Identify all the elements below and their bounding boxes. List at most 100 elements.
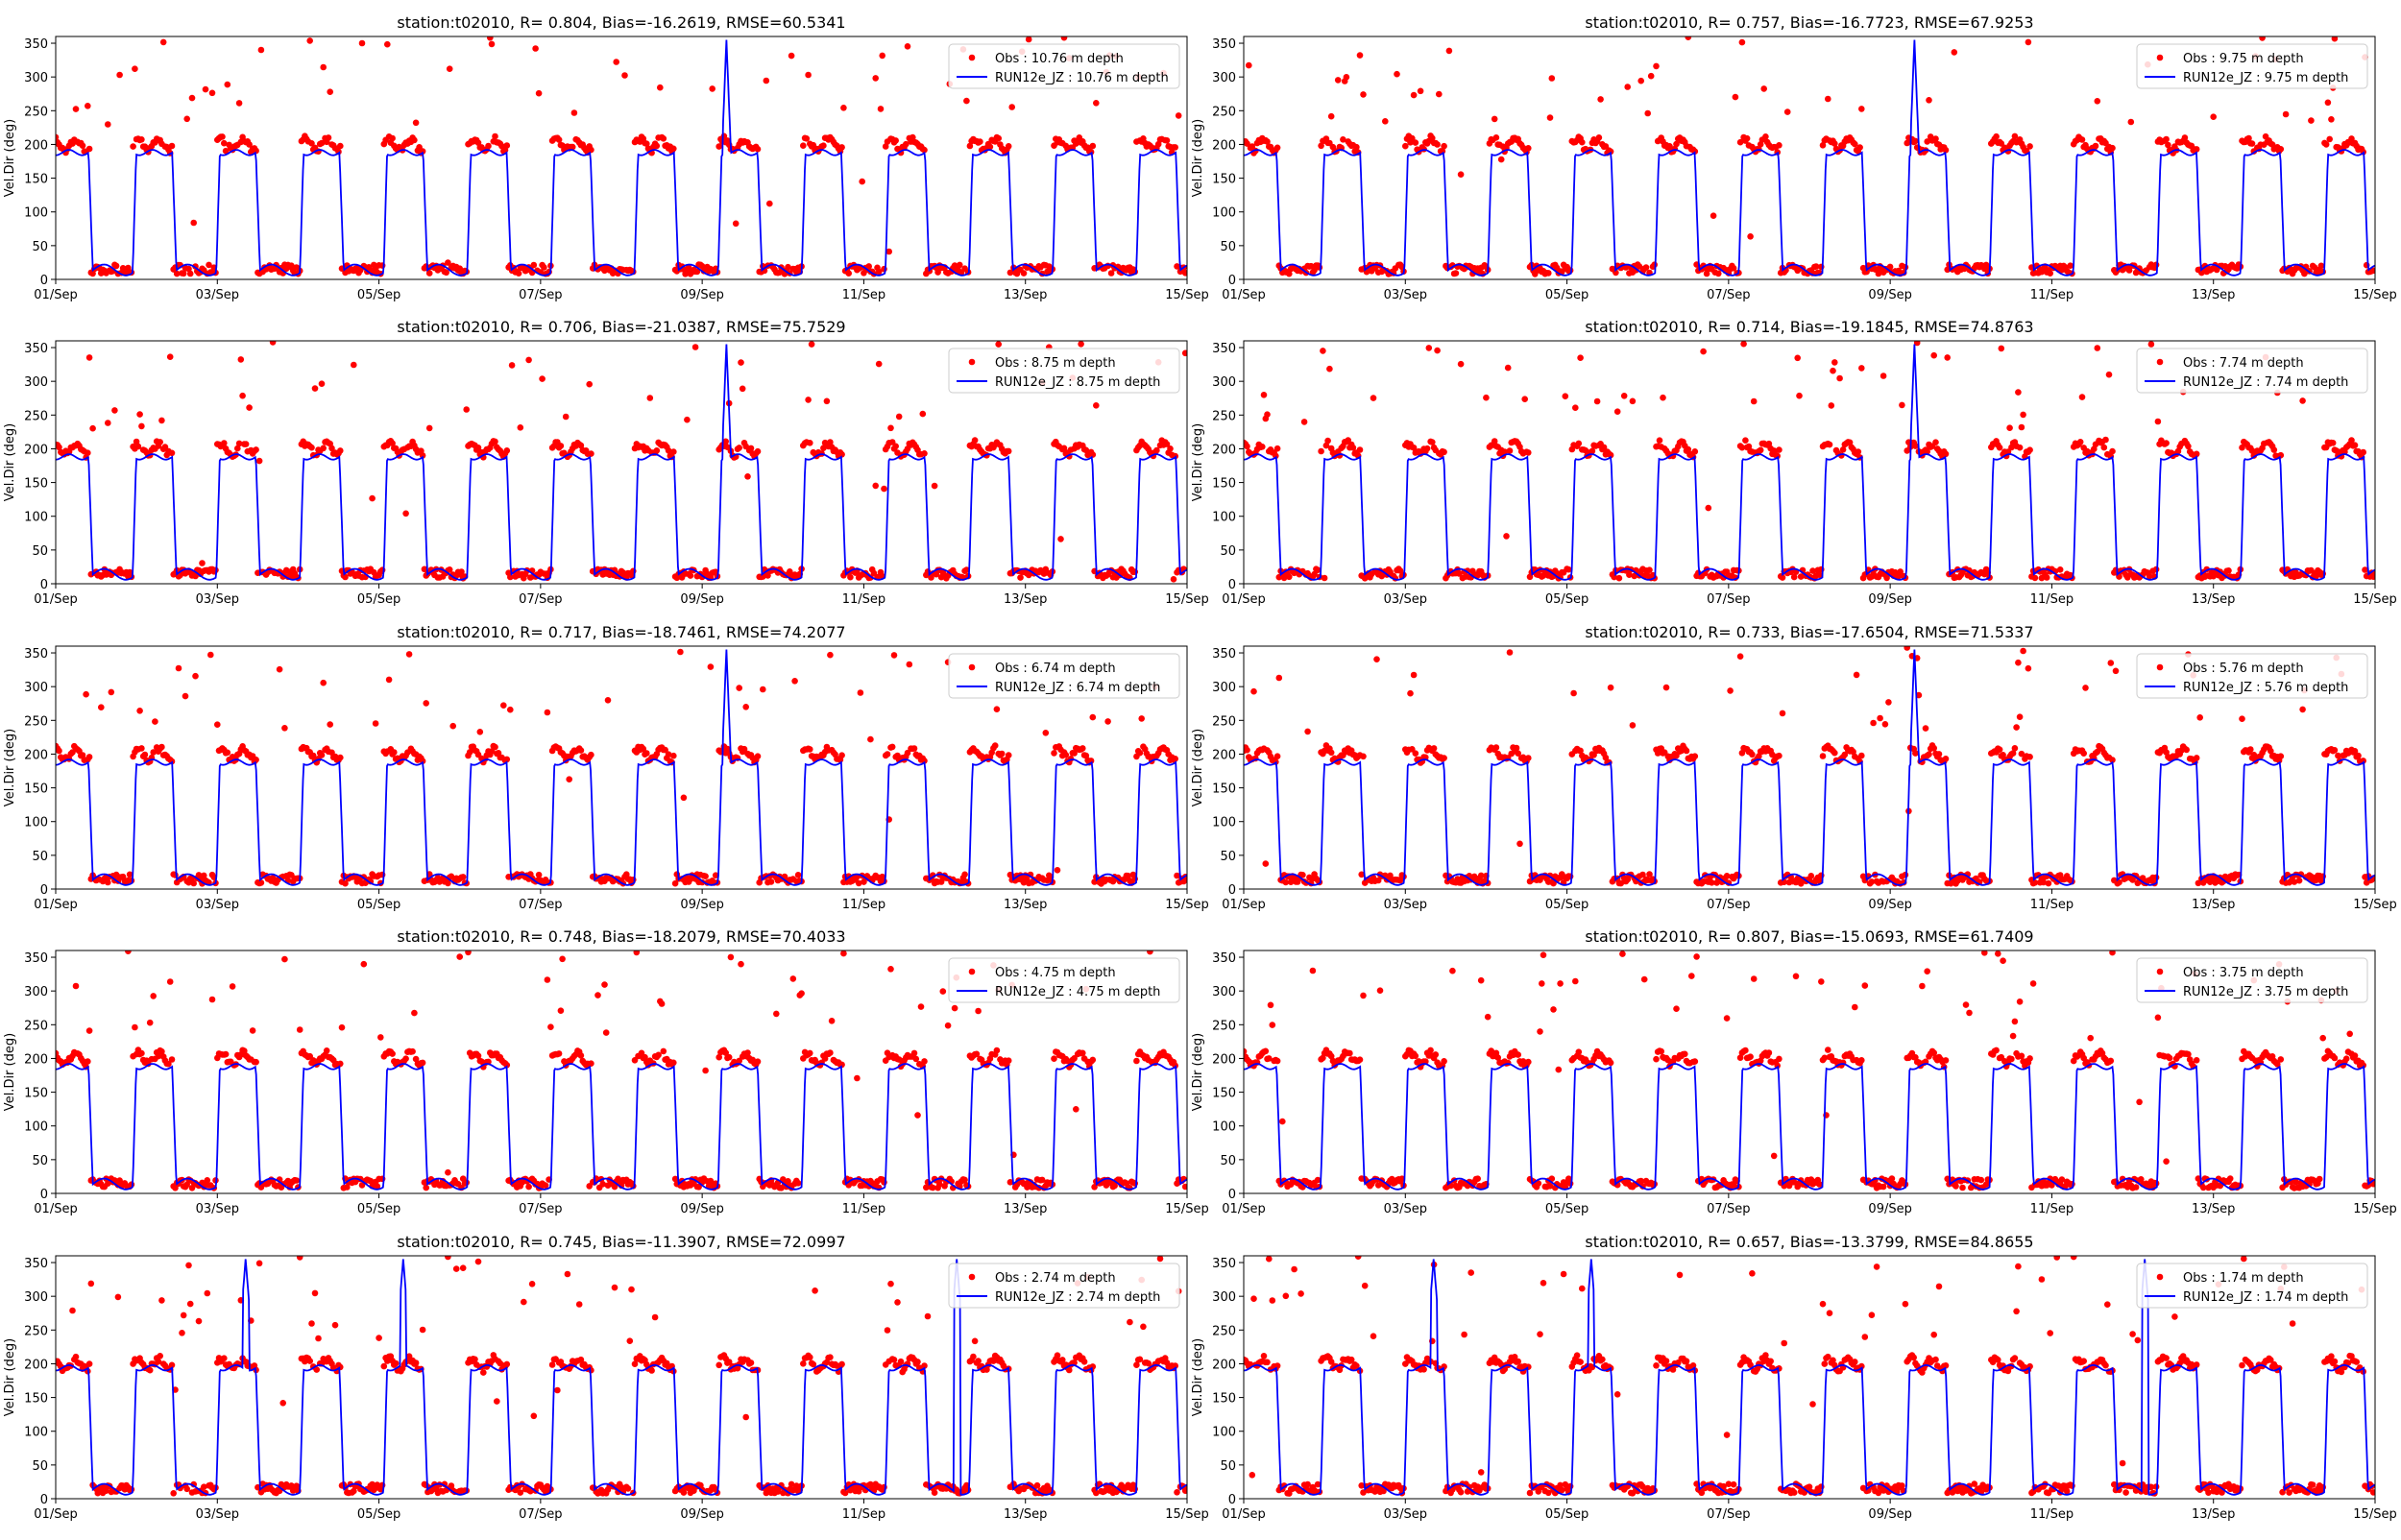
obs-point: [2080, 750, 2087, 757]
obs-point: [1521, 396, 1528, 402]
obs-point: [221, 440, 228, 446]
obs-point: [308, 445, 315, 451]
y-tick-label: 200: [24, 138, 48, 153]
obs-point: [755, 146, 762, 153]
obs-point: [2196, 714, 2203, 721]
obs-point: [411, 1010, 418, 1017]
obs-point: [1429, 439, 1436, 445]
obs-point: [896, 414, 903, 421]
obs-point: [223, 1051, 230, 1058]
x-tick-label: 07/Sep: [519, 288, 562, 302]
obs-point: [1923, 725, 1929, 732]
legend-model-label: RUN12e_JZ : 5.76 m depth: [2183, 681, 2348, 695]
obs-point: [1572, 404, 1579, 411]
obs-point: [932, 483, 938, 490]
obs-point: [297, 1026, 303, 1033]
obs-point: [891, 652, 898, 659]
obs-point: [755, 753, 762, 759]
obs-point: [2109, 448, 2116, 455]
obs-point: [657, 84, 664, 91]
x-tick-label: 05/Sep: [1545, 592, 1589, 607]
obs-point: [136, 411, 143, 418]
obs-point: [1357, 446, 1364, 453]
y-tick-label: 350: [1212, 647, 1236, 662]
x-tick-label: 01/Sep: [34, 898, 77, 912]
obs-point: [744, 1049, 751, 1056]
obs-point: [89, 425, 96, 432]
obs-point: [647, 395, 654, 401]
obs-point: [975, 1008, 982, 1015]
obs-point: [2109, 145, 2116, 152]
obs-point: [1079, 1050, 1086, 1057]
obs-point: [1344, 74, 1350, 81]
obs-point: [847, 574, 854, 581]
obs-point: [2210, 113, 2217, 120]
obs-point: [1453, 270, 1460, 277]
obs-point: [913, 1056, 920, 1063]
obs-point: [881, 486, 887, 493]
x-tick-label: 13/Sep: [2192, 592, 2235, 607]
obs-point: [138, 136, 145, 143]
y-tick-label: 350: [24, 342, 48, 356]
obs-point: [766, 201, 773, 207]
obs-point: [86, 1027, 93, 1034]
obs-point: [1147, 949, 1153, 955]
obs-point: [1784, 108, 1791, 115]
obs-point: [2044, 574, 2050, 581]
y-axis-label: Vel.Dir (deg): [1191, 119, 1205, 197]
obs-point: [1904, 644, 1910, 651]
y-tick-label: 100: [1212, 511, 1236, 525]
obs-point: [1758, 447, 1764, 454]
subplot-1: station:t02010, R= 0.804, Bias=-16.2619,…: [3, 13, 1209, 302]
legend-obs-label: Obs : 9.75 m depth: [2183, 52, 2304, 66]
x-tick-label: 01/Sep: [34, 592, 77, 607]
x-tick-label: 01/Sep: [34, 288, 77, 302]
obs-point: [740, 386, 746, 393]
obs-point: [406, 651, 413, 658]
obs-point: [138, 745, 145, 752]
obs-point: [373, 720, 379, 727]
obs-point: [320, 680, 327, 686]
y-tick-label: 350: [1212, 342, 1236, 356]
obs-point: [1858, 753, 1865, 759]
obs-point: [1827, 442, 1833, 448]
obs-point: [1700, 349, 1707, 355]
obs-point: [1762, 133, 1769, 140]
subplot-6: station:t02010, R= 0.733, Bias=-17.6504,…: [1191, 623, 2397, 912]
obs-point: [911, 745, 918, 752]
x-tick-label: 15/Sep: [2353, 898, 2396, 912]
obs-point: [2296, 878, 2303, 884]
obs-point: [1413, 139, 1419, 146]
obs-point: [807, 746, 813, 753]
obs-point: [326, 134, 332, 141]
obs-point: [807, 440, 813, 446]
obs-point: [539, 375, 546, 382]
x-tick-label: 09/Sep: [1868, 592, 1911, 607]
x-tick-label: 09/Sep: [1868, 288, 1911, 302]
obs-point: [659, 1000, 666, 1007]
obs-point: [2026, 143, 2033, 150]
obs-point: [2026, 754, 2033, 760]
obs-point: [509, 362, 516, 369]
obs-point: [1090, 1057, 1097, 1064]
x-tick-label: 03/Sep: [196, 592, 239, 607]
obs-point: [2247, 746, 2254, 753]
obs-point: [525, 357, 532, 364]
obs-point: [253, 1059, 259, 1066]
obs-point: [320, 445, 327, 452]
obs-point: [460, 874, 467, 880]
x-tick-label: 03/Sep: [196, 288, 239, 302]
obs-point: [684, 417, 691, 423]
obs-point: [423, 700, 429, 707]
subplot-title: station:t02010, R= 0.748, Bias=-18.2079,…: [397, 927, 845, 946]
obs-point: [1413, 750, 1419, 757]
obs-point: [1133, 1058, 1140, 1065]
obs-point: [1570, 690, 1577, 697]
obs-point: [1751, 398, 1758, 405]
obs-point: [327, 721, 333, 728]
obs-point: [905, 43, 911, 50]
obs-point: [1006, 1057, 1012, 1064]
obs-point: [1780, 710, 1786, 717]
obs-point: [1008, 104, 1015, 110]
obs-point: [1608, 685, 1614, 691]
